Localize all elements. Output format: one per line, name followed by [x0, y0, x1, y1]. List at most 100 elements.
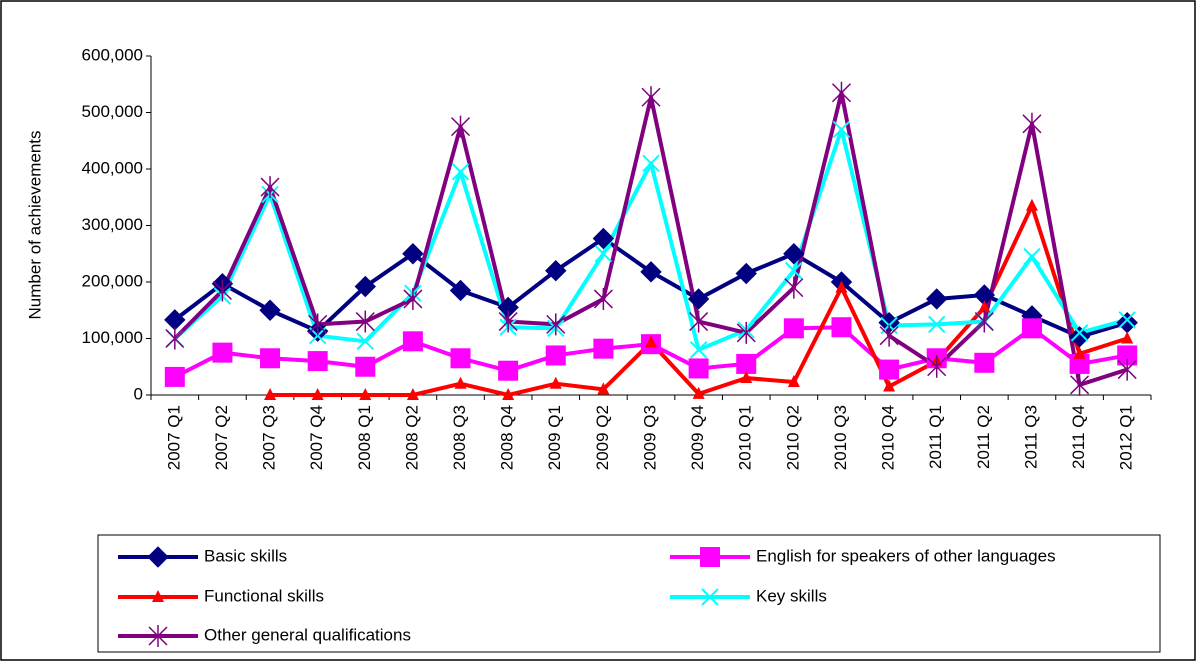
- marker: [1069, 353, 1090, 374]
- x-tick-label: 2010 Q4: [879, 405, 898, 470]
- x-tick-label: 2007 Q1: [164, 405, 183, 470]
- marker: [883, 379, 896, 392]
- marker: [450, 115, 471, 138]
- marker: [1117, 345, 1138, 366]
- y-tick-label: 0: [134, 384, 143, 403]
- marker: [212, 279, 232, 302]
- marker: [307, 351, 328, 372]
- marker: [592, 227, 615, 250]
- x-tick-label: 2007 Q3: [260, 405, 279, 470]
- y-tick-label: 500,000: [82, 102, 143, 121]
- marker: [689, 341, 708, 359]
- marker: [1070, 324, 1089, 342]
- marker: [1025, 198, 1038, 211]
- marker: [641, 86, 661, 109]
- marker: [1022, 112, 1042, 135]
- marker: [546, 313, 566, 336]
- marker: [260, 176, 280, 199]
- marker: [355, 310, 375, 333]
- marker: [498, 310, 518, 333]
- marker: [692, 386, 705, 399]
- x-tick-label: 2009 Q4: [688, 405, 707, 470]
- marker: [597, 382, 610, 395]
- marker: [689, 310, 709, 333]
- marker: [879, 359, 900, 380]
- marker: [1118, 311, 1136, 329]
- marker: [451, 163, 470, 181]
- y-axis-label: Number of achievements: [25, 131, 44, 320]
- legend-label: Key skills: [756, 586, 827, 605]
- marker: [928, 315, 946, 334]
- marker: [212, 342, 233, 363]
- marker: [593, 287, 613, 310]
- legend-box: [97, 534, 1161, 653]
- marker: [974, 352, 995, 373]
- marker: [1073, 346, 1086, 359]
- marker: [735, 262, 757, 285]
- marker: [1121, 331, 1134, 344]
- marker: [260, 348, 281, 369]
- marker: [1070, 373, 1090, 396]
- y-tick-label: 300,000: [82, 215, 143, 234]
- marker: [974, 310, 994, 333]
- marker: [835, 280, 848, 293]
- marker: [832, 120, 851, 139]
- x-tick-label: 2008 Q4: [498, 405, 517, 470]
- marker: [549, 376, 562, 389]
- marker: [1021, 318, 1042, 339]
- marker: [1117, 358, 1137, 381]
- marker: [879, 324, 899, 347]
- x-tick-label: 2009 Q1: [545, 405, 564, 470]
- x-tick-label: 2008 Q2: [402, 405, 421, 470]
- marker: [354, 275, 376, 298]
- legend-label: English for speakers of other languages: [756, 546, 1056, 565]
- marker: [688, 358, 709, 379]
- x-tick-label: 2012 Q1: [1117, 405, 1136, 470]
- marker: [831, 81, 852, 104]
- legend-label: Basic skills: [204, 546, 287, 565]
- marker: [403, 287, 423, 310]
- marker: [165, 327, 185, 350]
- x-tick-label: 2011 Q2: [974, 405, 993, 469]
- x-tick-label: 2011 Q3: [1021, 405, 1040, 469]
- y-tick-label: 100,000: [82, 328, 143, 347]
- marker: [359, 388, 372, 400]
- y-tick-label: 400,000: [82, 158, 143, 177]
- marker: [640, 261, 662, 283]
- marker: [926, 288, 948, 310]
- x-tick-label: 2010 Q2: [783, 405, 802, 470]
- marker: [498, 360, 519, 381]
- marker: [264, 388, 277, 400]
- x-tick-label: 2008 Q3: [450, 405, 469, 470]
- marker: [783, 243, 805, 265]
- legend-label: Other general qualifications: [204, 625, 411, 644]
- marker: [147, 546, 169, 568]
- marker: [402, 243, 424, 265]
- marker: [687, 288, 710, 310]
- marker: [927, 355, 947, 378]
- marker: [406, 388, 419, 400]
- marker: [645, 335, 657, 348]
- marker: [594, 245, 613, 263]
- marker: [1023, 247, 1041, 266]
- x-tick-label: 2009 Q3: [640, 405, 659, 470]
- marker: [785, 261, 803, 280]
- x-tick-label: 2007 Q4: [307, 405, 326, 470]
- marker: [148, 625, 168, 647]
- x-tick-label: 2009 Q2: [593, 405, 612, 470]
- x-tick-label: 2007 Q2: [212, 405, 231, 470]
- marker: [545, 345, 566, 366]
- marker: [355, 356, 376, 377]
- marker: [831, 317, 852, 338]
- marker: [545, 259, 567, 282]
- marker: [502, 388, 515, 400]
- x-tick-label: 2011 Q4: [1069, 405, 1088, 469]
- marker: [454, 376, 467, 389]
- marker: [308, 313, 328, 336]
- marker: [784, 276, 804, 299]
- marker: [311, 388, 324, 400]
- legend-label: Functional skills: [204, 586, 324, 605]
- marker: [736, 353, 757, 374]
- marker: [450, 348, 471, 369]
